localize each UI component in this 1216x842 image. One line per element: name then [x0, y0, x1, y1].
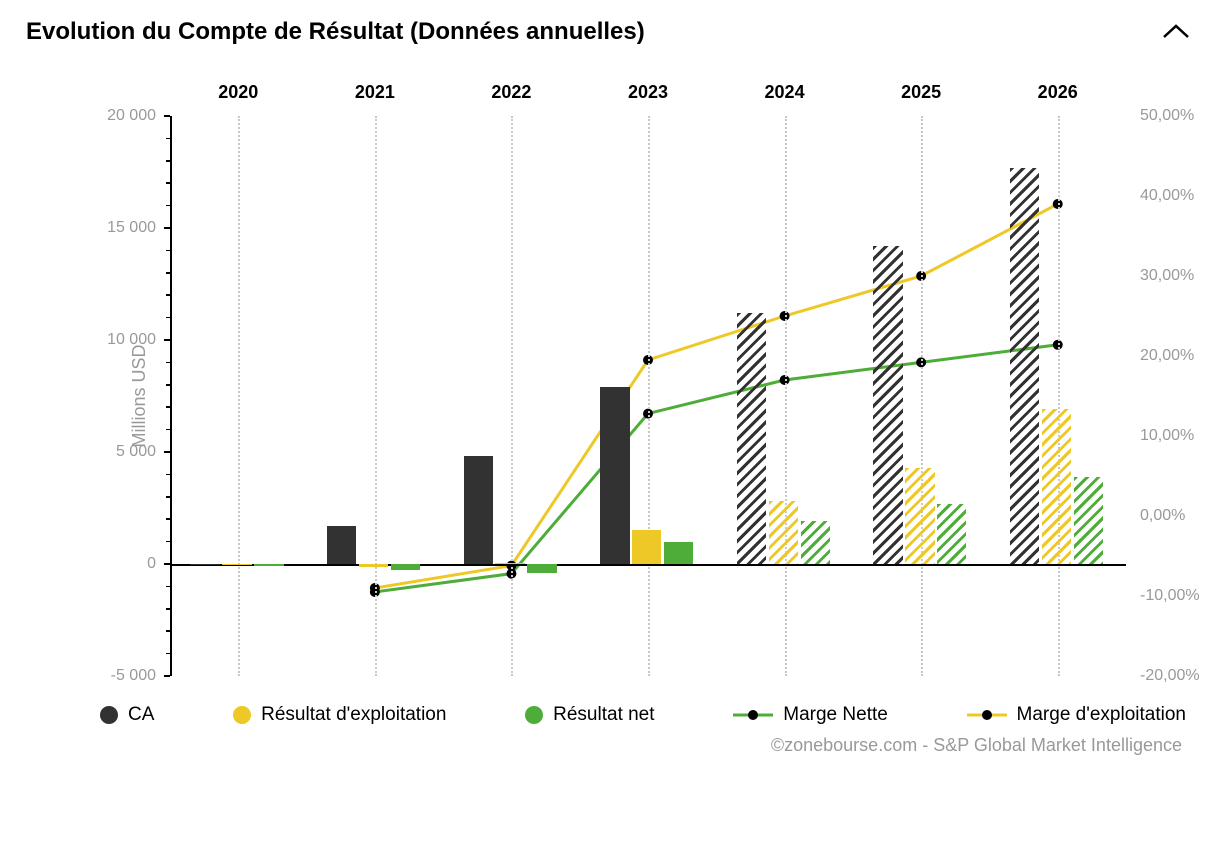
bar-rn — [527, 564, 556, 573]
legend-dot-icon — [233, 706, 251, 724]
bar-rex — [495, 563, 524, 564]
grid-vertical — [785, 116, 787, 676]
bar-ca — [873, 246, 902, 564]
y-axis-left-tick-mark — [164, 339, 170, 341]
y-axis-left-tick-label: 20 000 — [107, 107, 170, 125]
y-axis-right-tick-label: 0,00% — [1126, 507, 1185, 525]
bar-ca — [1010, 168, 1039, 564]
legend-item[interactable]: Résultat d'exploitation — [233, 704, 446, 726]
x-axis-year-label: 2026 — [1038, 82, 1078, 103]
plot-region: Millions USD 202020212022202320242025202… — [170, 116, 1126, 676]
legend-label: CA — [128, 704, 154, 726]
legend-item[interactable]: Marge Nette — [733, 704, 888, 726]
x-axis-year-label: 2020 — [218, 82, 258, 103]
y-axis-left-minor-tick — [166, 608, 170, 610]
bar-rn — [254, 564, 283, 566]
y-axis-left-tick-mark — [164, 675, 170, 677]
y-axis-left-minor-tick — [166, 362, 170, 364]
y-axis-left-minor-tick — [166, 541, 170, 543]
bar-rex — [359, 564, 388, 567]
grid-vertical — [511, 116, 513, 676]
y-axis-left-tick-label: 15 000 — [107, 219, 170, 237]
y-axis-left-tick-label: -5 000 — [111, 667, 170, 685]
collapse-chevron-icon[interactable] — [1162, 23, 1190, 41]
bar-rn — [801, 521, 830, 564]
y-axis-left-minor-tick — [166, 630, 170, 632]
bar-rex — [905, 468, 934, 564]
y-axis-right-tick-label: -10,00% — [1126, 587, 1200, 605]
y-axis-left-tick-mark — [164, 563, 170, 565]
legend-item[interactable]: CA — [100, 704, 154, 726]
legend-line-icon — [967, 708, 1007, 722]
legend-item[interactable]: Résultat net — [525, 704, 654, 726]
chart-container: Evolution du Compte de Résultat (Données… — [0, 0, 1216, 842]
x-axis-year-label: 2022 — [491, 82, 531, 103]
legend-label: Résultat d'exploitation — [261, 704, 446, 726]
y-axis-right-tick-label: 50,00% — [1126, 107, 1194, 125]
grid-vertical — [375, 116, 377, 676]
bar-rex — [632, 530, 661, 564]
y-axis-left-minor-tick — [166, 160, 170, 162]
grid-vertical — [921, 116, 923, 676]
chart-area: Millions USD 2020 2021 2022 2023 2024 2025 202… — [20, 76, 1196, 756]
grid-vertical — [1058, 116, 1060, 676]
x-axis-year-label: 2023 — [628, 82, 668, 103]
legend-item[interactable]: Marge d'exploitation — [967, 704, 1186, 726]
chart-title: Evolution du Compte de Résultat (Données… — [26, 18, 645, 46]
y-axis-right-tick-label: -20,00% — [1126, 667, 1200, 685]
y-axis-right-tick-label: 20,00% — [1126, 347, 1194, 365]
y-axis-left-minor-tick — [166, 272, 170, 274]
bar-rn — [391, 564, 420, 570]
y-axis-left-tick-mark — [164, 227, 170, 229]
y-axis-left-minor-tick — [166, 474, 170, 476]
chart-header: Evolution du Compte de Résultat (Données… — [20, 18, 1196, 46]
bar-rn — [937, 504, 966, 564]
legend-label: Marge Nette — [783, 704, 888, 726]
y-axis-left-minor-tick — [166, 294, 170, 296]
bar-ca — [464, 456, 493, 564]
chart-legend: CA Résultat d'exploitation Résultat net Mar… — [100, 704, 1186, 726]
y-axis-left-minor-tick — [166, 205, 170, 207]
grid-vertical — [648, 116, 650, 676]
y-axis-right-tick-label: 40,00% — [1126, 187, 1194, 205]
y-axis-left-minor-tick — [166, 406, 170, 408]
x-axis-year-label: 2025 — [901, 82, 941, 103]
y-axis-left-minor-tick — [166, 182, 170, 184]
bar-ca — [190, 564, 219, 565]
bar-rex — [222, 564, 251, 565]
y-axis-left-tick-mark — [164, 451, 170, 453]
legend-label: Résultat net — [553, 704, 654, 726]
y-axis-left-minor-tick — [166, 586, 170, 588]
y-axis-left-minor-tick — [166, 496, 170, 498]
bar-rn — [1074, 477, 1103, 564]
bar-ca — [600, 387, 629, 564]
legend-dot-icon — [525, 706, 543, 724]
y-axis-left-tick-mark — [164, 115, 170, 117]
bar-rex — [1042, 409, 1071, 564]
x-axis-year-label: 2021 — [355, 82, 395, 103]
y-axis-left-minor-tick — [166, 518, 170, 520]
y-axis-left-tick-label: 10 000 — [107, 331, 170, 349]
bar-rex — [769, 501, 798, 564]
y-axis-left-tick-label: 5 000 — [116, 443, 170, 461]
x-axis-year-label: 2024 — [765, 82, 805, 103]
legend-dot-icon — [100, 706, 118, 724]
y-axis-left-minor-tick — [166, 653, 170, 655]
chart-attribution: ©zonebourse.com - S&P Global Market Inte… — [771, 735, 1182, 756]
y-axis-left-label: Millions USD — [129, 344, 150, 447]
zero-line — [170, 564, 1126, 566]
grid-vertical — [238, 116, 240, 676]
y-axis-right-tick-label: 10,00% — [1126, 427, 1194, 445]
y-axis-left-minor-tick — [166, 138, 170, 140]
legend-label: Marge d'exploitation — [1017, 704, 1186, 726]
y-axis-left-minor-tick — [166, 317, 170, 319]
bar-ca — [737, 313, 766, 564]
y-axis-left-minor-tick — [166, 384, 170, 386]
legend-line-icon — [733, 708, 773, 722]
y-axis-right-tick-label: 30,00% — [1126, 267, 1194, 285]
bar-rn — [664, 542, 693, 564]
y-axis-left-minor-tick — [166, 429, 170, 431]
y-axis-left-minor-tick — [166, 250, 170, 252]
bar-ca — [327, 526, 356, 564]
